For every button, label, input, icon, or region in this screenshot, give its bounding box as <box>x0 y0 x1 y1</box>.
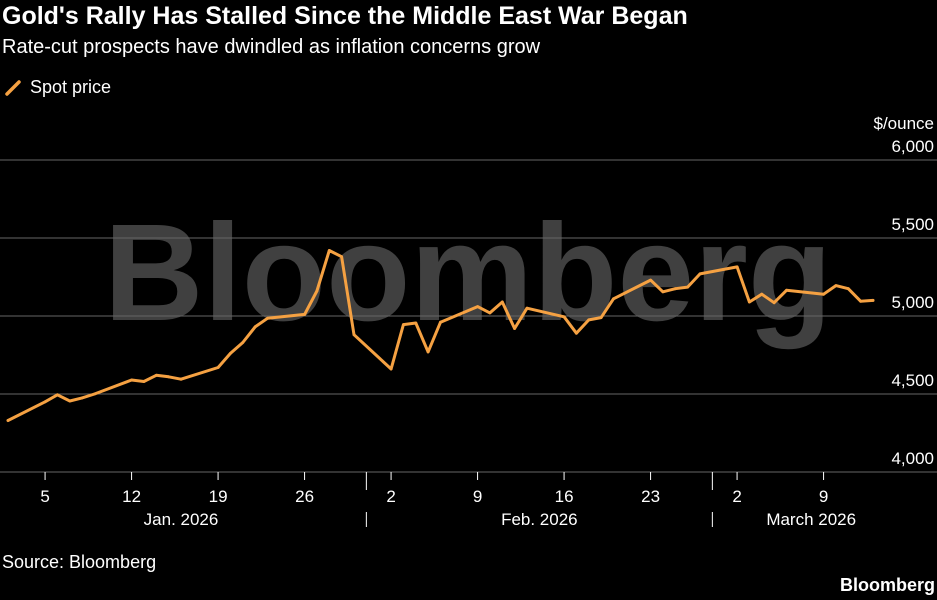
brand-logo: Bloomberg <box>839 575 935 595</box>
y-tick-label: 6,000 <box>891 137 934 156</box>
data-point <box>414 321 418 325</box>
data-point <box>612 297 615 301</box>
data-point <box>735 265 739 269</box>
month-label: Feb. 2026 <box>501 510 578 529</box>
data-point <box>772 301 776 305</box>
data-point <box>179 377 183 381</box>
data-point <box>216 366 220 369</box>
x-tick-label: 2 <box>732 487 741 506</box>
data-point <box>389 367 393 371</box>
data-point <box>154 373 158 377</box>
legend-swatch-icon <box>5 79 21 96</box>
data-point <box>649 278 652 282</box>
grid: 4,000 4,500 5,000 5,500 6,000 <box>0 137 937 473</box>
x-tick-label: 23 <box>641 487 660 506</box>
x-tick-label: 9 <box>819 487 828 506</box>
data-point <box>439 320 442 324</box>
x-tick-label: 5 <box>40 487 49 506</box>
data-point <box>56 393 59 397</box>
data-point <box>80 396 84 400</box>
x-tick-label: 19 <box>209 487 228 506</box>
y-tick-label: 4,000 <box>891 449 934 468</box>
legend-label: Spot price <box>30 77 112 97</box>
data-point <box>327 249 331 252</box>
data-point <box>760 292 764 296</box>
data-point <box>673 287 677 291</box>
data-point <box>599 316 603 319</box>
x-tick-label: 12 <box>122 487 141 506</box>
chart-legend: Spot price <box>4 77 111 98</box>
data-point <box>476 305 479 308</box>
data-point <box>303 313 306 316</box>
data-point <box>834 284 838 287</box>
data-point <box>426 350 430 354</box>
data-point <box>266 316 269 320</box>
y-tick-label: 5,000 <box>891 293 934 312</box>
data-point <box>500 300 504 304</box>
data-point <box>871 299 875 302</box>
month-label: Jan. 2026 <box>144 510 219 529</box>
data-point <box>575 331 578 335</box>
watermark-text: Bloomberg <box>104 196 832 350</box>
data-point <box>167 375 171 379</box>
y-tick-label: 5,500 <box>891 215 934 234</box>
data-point <box>402 323 405 326</box>
data-point <box>229 352 232 355</box>
chart-title: Gold's Rally Has Stalled Since the Middl… <box>2 2 688 30</box>
y-axis-unit-label: $/ounce <box>874 114 935 133</box>
series-group <box>6 249 875 422</box>
source-note: Source: Bloomberg <box>2 552 157 572</box>
data-point <box>68 399 72 403</box>
chart-subtitle: Rate-cut prospects have dwindled as infl… <box>2 36 541 58</box>
data-point <box>6 419 10 422</box>
data-point <box>562 315 566 319</box>
x-axis: 5 12 19 26 2 9 16 23 2 9 Jan. 2026 Feb. 2026 March 2… <box>40 472 856 529</box>
x-tick-label: 26 <box>295 487 314 506</box>
data-point <box>130 378 134 382</box>
data-point <box>513 327 516 330</box>
x-tick-label: 9 <box>473 487 482 506</box>
data-point <box>241 341 245 344</box>
x-tick-label: 16 <box>555 487 574 506</box>
data-point <box>698 272 702 276</box>
data-point <box>661 290 665 294</box>
data-point <box>822 292 825 296</box>
data-point <box>587 318 591 322</box>
x-tick-label: 2 <box>386 487 395 506</box>
data-point <box>686 285 689 289</box>
month-label: March 2026 <box>766 510 856 529</box>
data-point <box>93 392 96 396</box>
data-point <box>253 325 257 329</box>
data-point <box>315 289 319 293</box>
data-point <box>525 306 529 310</box>
data-point <box>488 311 492 315</box>
y-tick-label: 4,500 <box>891 371 934 390</box>
data-point <box>43 400 47 404</box>
data-point <box>859 299 862 303</box>
data-point <box>142 380 146 383</box>
data-point <box>340 255 343 259</box>
data-point <box>748 300 751 304</box>
data-point <box>785 288 788 292</box>
data-point <box>846 287 850 291</box>
data-point <box>352 333 356 337</box>
